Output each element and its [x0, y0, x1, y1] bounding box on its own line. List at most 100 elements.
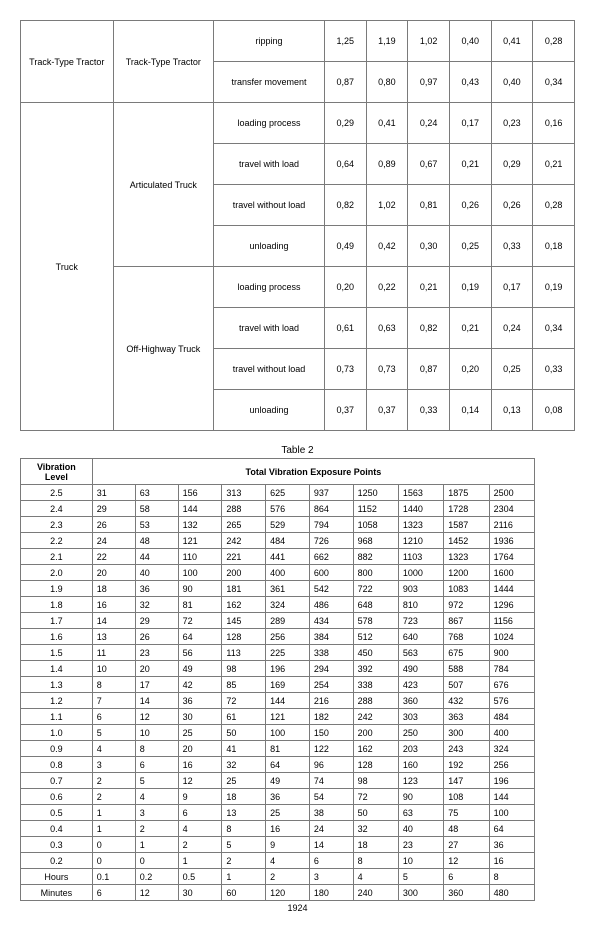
category-cell: Track-Type Tractor	[21, 21, 114, 103]
value-cell: 0,37	[324, 390, 366, 431]
value-cell: 75	[444, 805, 489, 821]
value-cell: 113	[222, 645, 266, 661]
value-cell: 0,61	[324, 308, 366, 349]
value-cell: 0,63	[366, 308, 408, 349]
value-cell: 32	[353, 821, 398, 837]
value-cell: 250	[398, 725, 443, 741]
value-cell: 20	[92, 565, 135, 581]
value-cell: 42	[178, 677, 222, 693]
level-cell: 0.3	[21, 837, 93, 853]
level-cell: 2.4	[21, 501, 93, 517]
value-cell: 0,19	[533, 267, 575, 308]
value-cell: 200	[222, 565, 266, 581]
value-cell: 145	[222, 613, 266, 629]
value-cell: 0,40	[491, 62, 533, 103]
value-cell: 63	[135, 485, 178, 501]
value-cell: 180	[309, 885, 353, 901]
value-cell: 507	[444, 677, 489, 693]
value-cell: 0,20	[324, 267, 366, 308]
page-number: 1924	[20, 903, 575, 913]
table2-caption: Table 2	[20, 445, 575, 456]
value-cell: 324	[489, 741, 534, 757]
value-cell: 18	[353, 837, 398, 853]
value-cell: 784	[489, 661, 534, 677]
level-cell: 1.1	[21, 709, 93, 725]
value-cell: 243	[444, 741, 489, 757]
level-cell: 1.8	[21, 597, 93, 613]
value-cell: 16	[489, 853, 534, 869]
value-cell: 363	[444, 709, 489, 725]
value-cell: 648	[353, 597, 398, 613]
value-cell: 294	[309, 661, 353, 677]
value-cell: 1	[178, 853, 222, 869]
value-cell: 1296	[489, 597, 534, 613]
value-cell: 100	[489, 805, 534, 821]
value-cell: 0,17	[449, 103, 491, 144]
value-cell: 10	[92, 661, 135, 677]
value-cell: 90	[178, 581, 222, 597]
value-cell: 16	[178, 757, 222, 773]
value-cell: 265	[222, 517, 266, 533]
value-cell: 108	[444, 789, 489, 805]
value-cell: 1440	[398, 501, 443, 517]
value-cell: 1200	[444, 565, 489, 581]
value-cell: 1444	[489, 581, 534, 597]
value-cell: 576	[489, 693, 534, 709]
value-cell: 18	[92, 581, 135, 597]
level-cell: 0.7	[21, 773, 93, 789]
value-cell: 32	[135, 597, 178, 613]
value-cell: 144	[266, 693, 310, 709]
value-cell: 32	[222, 757, 266, 773]
value-cell: 128	[222, 629, 266, 645]
value-cell: 864	[309, 501, 353, 517]
value-cell: 54	[309, 789, 353, 805]
value-cell: 588	[444, 661, 489, 677]
value-cell: 1103	[398, 549, 443, 565]
value-cell: 14	[309, 837, 353, 853]
value-cell: 6	[444, 869, 489, 885]
operation-cell: travel with load	[214, 144, 325, 185]
value-cell: 1	[222, 869, 266, 885]
value-cell: 441	[266, 549, 310, 565]
value-cell: 50	[222, 725, 266, 741]
level-cell: 1.5	[21, 645, 93, 661]
value-cell: 0,40	[449, 21, 491, 62]
value-cell: 0,21	[408, 267, 450, 308]
value-cell: 288	[222, 501, 266, 517]
value-cell: 121	[266, 709, 310, 725]
value-cell: 1936	[489, 533, 534, 549]
value-cell: 128	[353, 757, 398, 773]
value-cell: 300	[444, 725, 489, 741]
value-cell: 25	[266, 805, 310, 821]
value-cell: 64	[266, 757, 310, 773]
value-cell: 41	[222, 741, 266, 757]
value-cell: 723	[398, 613, 443, 629]
value-cell: 0,18	[533, 226, 575, 267]
value-cell: 8	[353, 853, 398, 869]
value-cell: 256	[266, 629, 310, 645]
value-cell: 1	[92, 805, 135, 821]
value-cell: 12	[178, 773, 222, 789]
value-cell: 0	[135, 853, 178, 869]
value-cell: 40	[135, 565, 178, 581]
value-cell: 50	[353, 805, 398, 821]
value-cell: 0,80	[366, 62, 408, 103]
value-cell: 542	[309, 581, 353, 597]
level-cell: 2.5	[21, 485, 93, 501]
value-cell: 53	[135, 517, 178, 533]
value-cell: 6	[178, 805, 222, 821]
level-cell: 2.3	[21, 517, 93, 533]
value-cell: 56	[178, 645, 222, 661]
value-cell: 49	[178, 661, 222, 677]
value-cell: 10	[398, 853, 443, 869]
value-cell: 0,67	[408, 144, 450, 185]
operation-cell: travel without load	[214, 349, 325, 390]
value-cell: 8	[489, 869, 534, 885]
value-cell: 12	[135, 709, 178, 725]
value-cell: 110	[178, 549, 222, 565]
value-cell: 1	[92, 821, 135, 837]
value-cell: 0,89	[366, 144, 408, 185]
level-cell: 2.2	[21, 533, 93, 549]
value-cell: 9	[178, 789, 222, 805]
value-cell: 1000	[398, 565, 443, 581]
